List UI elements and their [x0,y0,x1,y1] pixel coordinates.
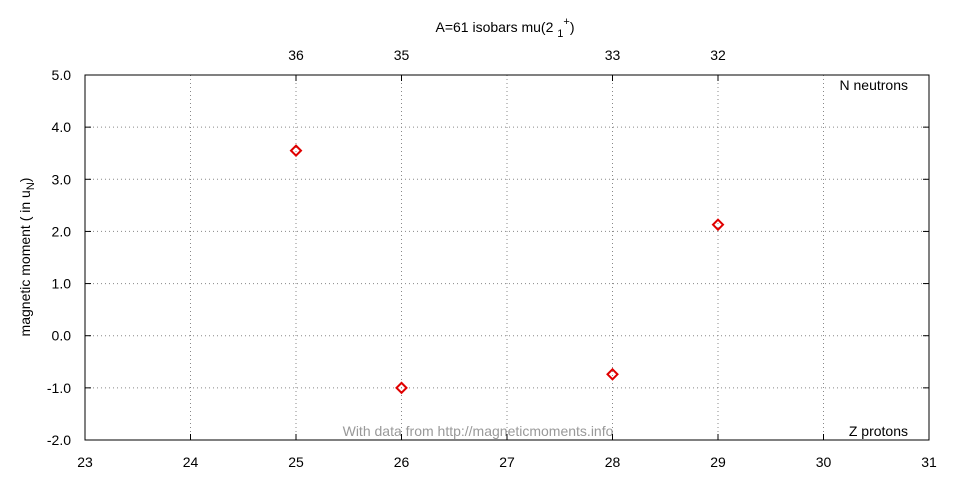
annotation: With data from http://magneticmoments.in… [343,423,614,439]
x2-tick-label: 33 [605,47,621,63]
x2-tick-label: 32 [710,47,726,63]
y-label-sub: N [25,182,37,190]
title-sub: 1 [557,28,563,40]
x-axis-label: Z protons [849,423,908,439]
y-tick-label: -1.0 [47,380,71,396]
data-point [711,218,725,232]
x-tick-label: 23 [77,454,93,470]
x2-tick-label: 35 [394,47,410,63]
y-tick-label: 1.0 [52,276,72,292]
y-tick-label: 5.0 [52,67,72,83]
x2-axis-label: N neutrons [840,77,908,93]
x-tick-label: 29 [710,454,726,470]
data-point [606,367,619,381]
y-tick-label: 3.0 [52,171,72,187]
x-tick-label: 31 [921,454,937,470]
x-tick-label: 24 [183,454,199,470]
y-axis-label: magnetic moment ( in uN) [17,178,37,337]
y-tick-label: 2.0 [52,223,72,239]
x-tick-label: 25 [288,454,304,470]
data-point [289,144,303,158]
y-tick-label: 4.0 [52,119,72,135]
y-label-end: ) [17,178,33,183]
x-tick-label: 30 [816,454,832,470]
data-point [395,381,408,395]
x-tick-label: 26 [394,454,410,470]
title-text: A=61 isobars mu(2 [435,19,557,35]
x-tick-label: 28 [605,454,621,470]
chart-title: A=61 isobars mu(2 1+) [435,16,574,40]
y-tick-label: 0.0 [52,328,72,344]
y-label-text: magnetic moment ( in u [17,190,33,336]
x2-tick-label: 36 [288,47,304,63]
plot-frame [84,74,930,441]
title-sup: + [563,16,569,28]
x-tick-label: 27 [499,454,515,470]
title-end: ) [570,19,575,35]
y-tick-label: -2.0 [47,432,71,448]
